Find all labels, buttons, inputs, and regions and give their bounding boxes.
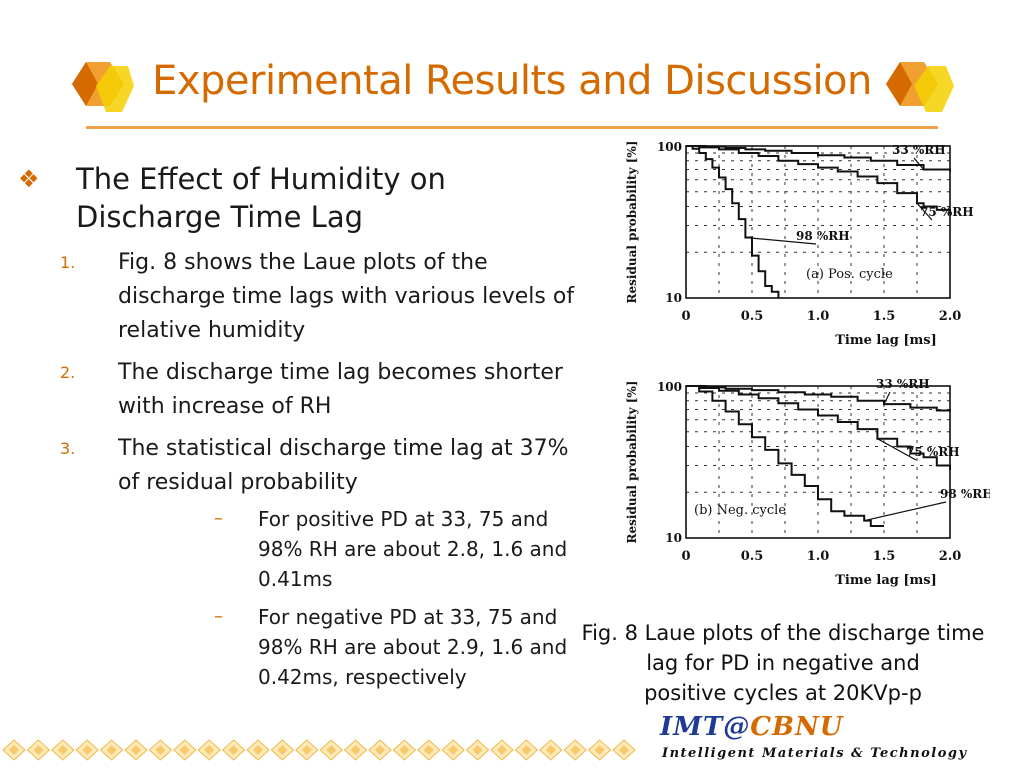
diamond-pattern-footer — [2, 739, 636, 761]
label-leader — [883, 391, 891, 405]
diamond-inner-icon — [131, 745, 141, 755]
label-leader — [916, 202, 933, 221]
heading-bullet: ❖ The Effect of Humidity on Discharge Ti… — [18, 160, 578, 236]
x-axis-label: Time lag [ms] — [835, 333, 937, 348]
diamond-inner-icon — [155, 745, 166, 755]
y-axis-label: Residual probability [%] — [625, 141, 639, 304]
title-divider — [86, 126, 938, 129]
diamond-inner-icon — [106, 745, 117, 755]
label-leader — [877, 438, 917, 461]
series-label: 98 %RH — [796, 229, 850, 243]
diamond-inner-icon — [33, 745, 44, 755]
x-tick-label: 0 — [681, 309, 690, 324]
x-tick-label: 1.0 — [807, 309, 830, 324]
diamond-inner-icon — [448, 745, 459, 755]
plot-frame — [685, 385, 951, 539]
diamond-inner-icon — [9, 745, 19, 755]
heading-text: The Effect of Humidity on Discharge Time… — [76, 162, 446, 234]
panel-label: (b) Neg. cycle — [694, 503, 786, 518]
series-label: 33 %RH — [892, 143, 946, 157]
diamond-inner-icon — [497, 745, 507, 755]
label-leader — [864, 501, 947, 522]
list-item: 2. The discharge time lag becomes shorter… — [60, 360, 563, 419]
figure-caption: Fig. 8 Laue plots of the discharge time … — [548, 618, 1018, 708]
slide-title: Experimental Results and Discussion — [152, 58, 872, 104]
cube-decoration-left-icon — [72, 62, 134, 112]
x-tick-label: 0 — [681, 549, 690, 564]
diamond-inner-icon — [521, 745, 532, 755]
diamond-inner-icon — [399, 745, 410, 755]
series-label: 33 %RH — [876, 377, 930, 391]
list-item: 3. The statistical discharge time lag at … — [18, 432, 578, 692]
label-leader — [913, 157, 925, 170]
diamond-inner-icon — [179, 745, 190, 755]
diamond-inner-icon — [57, 745, 68, 755]
x-axis-label: Time lag [ms] — [835, 573, 937, 588]
diamond-inner-icon — [570, 745, 581, 755]
diamond-inner-icon — [423, 745, 434, 755]
laue-plot-positive: 33 %RH 75 %RH 98 %RH (a) Pos. cycle 0 0.5 1.0 1… — [620, 132, 990, 354]
series-label: 75 %RH — [920, 205, 974, 219]
logo-wordmark: IMT@CBNU — [660, 712, 844, 742]
panel-label: (a) Pos. cycle — [806, 267, 893, 282]
y-tick-label: 100 — [657, 380, 682, 394]
diamond-inner-icon — [375, 745, 385, 755]
laue-plot-negative: 33 %RH 75 %RH 98 %RH (b) Neg. cycle 0 0.5 1.0 1… — [620, 372, 994, 594]
x-tick-label: 1.5 — [873, 309, 896, 324]
bullet-list: ❖ The Effect of Humidity on Discharge Ti… — [18, 160, 578, 700]
y-tick-label: 10 — [665, 291, 682, 305]
diamond-inner-icon — [472, 745, 483, 755]
plot-frame — [685, 145, 951, 299]
sub-list-item: – For negative PD at 33, 75 and 98% RH ar… — [214, 605, 568, 689]
x-tick-label: 0.5 — [741, 309, 764, 324]
x-tick-label: 0.5 — [741, 549, 764, 564]
caption-line: lag for PD in negative and — [646, 651, 920, 675]
y-axis-label: Residual probability [%] — [625, 381, 639, 544]
diamond-inner-icon — [594, 745, 605, 755]
series-line-75-rh — [686, 145, 951, 214]
diamond-inner-icon — [277, 745, 288, 755]
imt-cbnu-logo: IMT@CBNU Intelligent Materials & Technol… — [654, 712, 994, 766]
sub-list-item: – For positive PD at 33, 75 and 98% RH ar… — [214, 507, 568, 591]
y-tick-label: 10 — [665, 531, 682, 545]
diamond-bullet-icon: ❖ — [18, 165, 40, 193]
caption-line: positive cycles at 20KVp-p — [644, 681, 922, 705]
x-tick-label: 1.0 — [807, 549, 830, 564]
x-tick-label: 2.0 — [939, 549, 962, 564]
x-tick-label: 1.5 — [873, 549, 896, 564]
series-line-33-rh — [686, 145, 951, 172]
diamond-inner-icon — [301, 745, 312, 755]
series-line-98-rh — [686, 385, 884, 527]
diamond-inner-icon — [545, 745, 556, 755]
series-line-98-rh — [686, 145, 780, 298]
laue-plot-negative-svg: 33 %RH 75 %RH 98 %RH (b) Neg. cycle 0 0.5 1.0 1… — [625, 377, 994, 588]
series-label: 98 %RH — [940, 487, 990, 501]
series-line-33-rh — [686, 385, 951, 412]
diamond-inner-icon — [204, 745, 215, 755]
cube-decoration-right-icon — [886, 62, 954, 112]
x-tick-label: 2.0 — [939, 309, 962, 324]
series-line-75-rh — [686, 385, 951, 471]
diamond-inner-icon — [82, 745, 93, 755]
caption-line: Fig. 8 Laue plots of the discharge time — [581, 621, 985, 645]
numbered-list: 1. Fig. 8 shows the Laue plots of the dis… — [18, 246, 578, 692]
diamond-inner-icon — [350, 745, 361, 755]
label-leader — [745, 236, 817, 245]
diamond-inner-icon — [228, 745, 239, 755]
list-item: 1. Fig. 8 shows the Laue plots of the dis… — [60, 250, 575, 343]
laue-plot-positive-svg: 33 %RH 75 %RH 98 %RH (a) Pos. cycle 0 0.5 1.0 1… — [625, 140, 974, 348]
diamond-inner-icon — [619, 745, 629, 755]
y-tick-label: 100 — [657, 140, 682, 154]
logo-subtitle: Intelligent Materials & Technology — [662, 746, 968, 761]
diamond-inner-icon — [253, 745, 263, 755]
series-label: 75 %RH — [906, 445, 960, 459]
diamond-inner-icon — [326, 745, 337, 755]
sub-list: – For positive PD at 33, 75 and 98% RH ar… — [118, 504, 578, 692]
